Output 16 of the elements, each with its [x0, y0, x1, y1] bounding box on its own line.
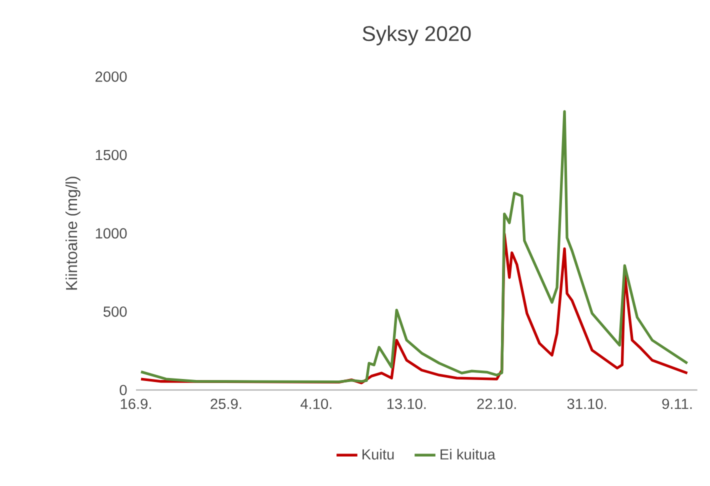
y-tick-label: 500 — [104, 306, 127, 317]
x-tick-label: 25.9. — [210, 398, 242, 410]
y-tick-label: 0 — [120, 384, 127, 396]
y-tick-label: 1000 — [96, 228, 127, 239]
x-tick-label: 4.10. — [300, 398, 332, 410]
legend-label: Ei kuitua — [440, 448, 496, 460]
y-tick-label: 2000 — [96, 72, 127, 82]
x-tick-label: 9.11. — [662, 398, 692, 410]
x-tick-label: 22.10. — [477, 398, 516, 410]
y-axis-title: Kiintoaine (mg/l) — [66, 176, 80, 290]
x-tick-label: 16.9. — [120, 398, 151, 410]
y-tick-label: 1500 — [96, 150, 127, 160]
x-tick-label: 31.10. — [567, 398, 606, 410]
chart-title: Syksy 2020 — [362, 26, 471, 46]
x-tick-label: 13.10. — [387, 398, 426, 410]
legend-label: Kuitu — [362, 448, 394, 460]
